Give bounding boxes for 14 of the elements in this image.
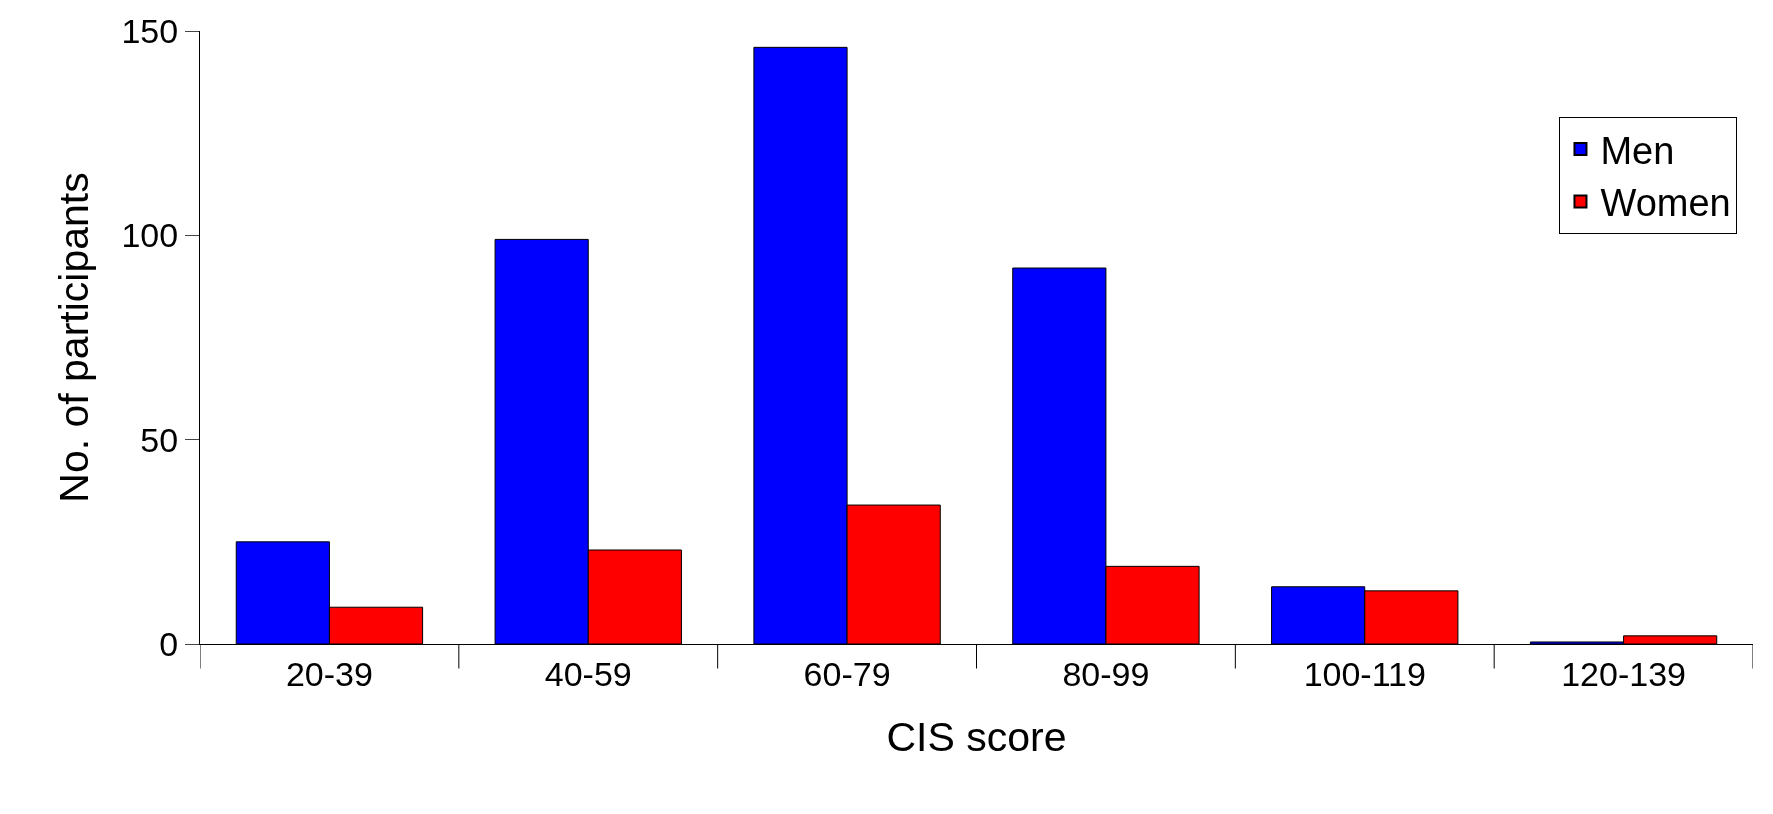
- y-tick-label: 50: [140, 420, 179, 459]
- legend-label: Women: [1600, 182, 1731, 225]
- y-tick-label: 150: [121, 11, 179, 50]
- x-axis-title: CIS score: [886, 714, 1067, 760]
- y-tick-label: 0: [159, 624, 179, 663]
- x-tick-label: 100-119: [1303, 654, 1426, 693]
- legend-label: Men: [1600, 129, 1675, 172]
- x-tick-label: 60-79: [803, 654, 891, 693]
- x-tick-label: 20-39: [285, 654, 373, 693]
- y-axis-title: No. of participants: [50, 172, 97, 503]
- x-tick-label: 40-59: [544, 654, 632, 693]
- y-tick-label: 100: [121, 216, 179, 255]
- x-tick-label: 80-99: [1062, 654, 1150, 693]
- x-tick-label: 120-139: [1561, 654, 1686, 693]
